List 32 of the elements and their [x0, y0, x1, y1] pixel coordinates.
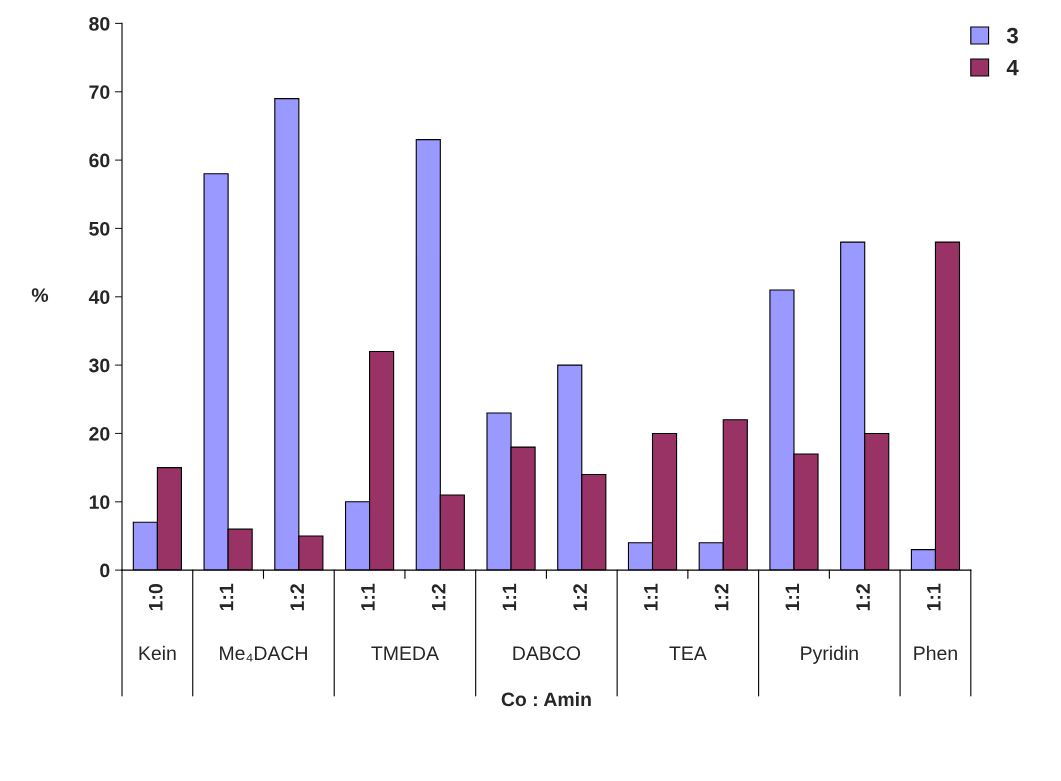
x-tick-label: 1:1 [644, 583, 658, 611]
text: Phen [914, 645, 957, 661]
x-tick-label: 1:2 [431, 584, 446, 611]
y-tick-label: 10 [89, 495, 110, 510]
y-tick-label: 40 [88, 290, 110, 305]
text: Me₄DACH [220, 646, 307, 662]
x-tick-label: 1:2 [573, 584, 587, 611]
x-tick-label: 1:2 [856, 584, 870, 611]
x-tick-label: 1:0 [148, 584, 163, 611]
y-tick-label: 50 [89, 221, 110, 236]
x-tick-label: 1:1 [219, 583, 234, 611]
legend-label: 3 [1006, 27, 1018, 44]
text: Pyridin [801, 645, 858, 664]
y-tick-label: 0 [100, 563, 110, 578]
legend-label: 4 [1006, 59, 1019, 76]
x-tick-label: 1:2 [714, 584, 729, 611]
y-tick-label: 70 [89, 85, 110, 99]
y-tick-label: 80 [89, 16, 110, 31]
y-axis-title: % [31, 288, 49, 302]
x-tick-label: 1:1 [502, 583, 517, 611]
y-tick-label: 30 [89, 358, 110, 373]
text: DABCO [513, 646, 581, 661]
text: TMEDA [371, 646, 439, 660]
x-tick-label: 1:1 [785, 583, 800, 611]
y-tick-label: 20 [89, 426, 110, 441]
y-tick-label: 60 [89, 153, 110, 168]
x-axis-title: Co : Amin [501, 691, 591, 707]
text: TEA [669, 646, 707, 660]
text: Kein [139, 645, 176, 661]
x-tick-label: 1:1 [361, 583, 375, 611]
x-tick-label: 1:2 [290, 584, 304, 611]
x-tick-label: 1:1 [927, 583, 941, 611]
